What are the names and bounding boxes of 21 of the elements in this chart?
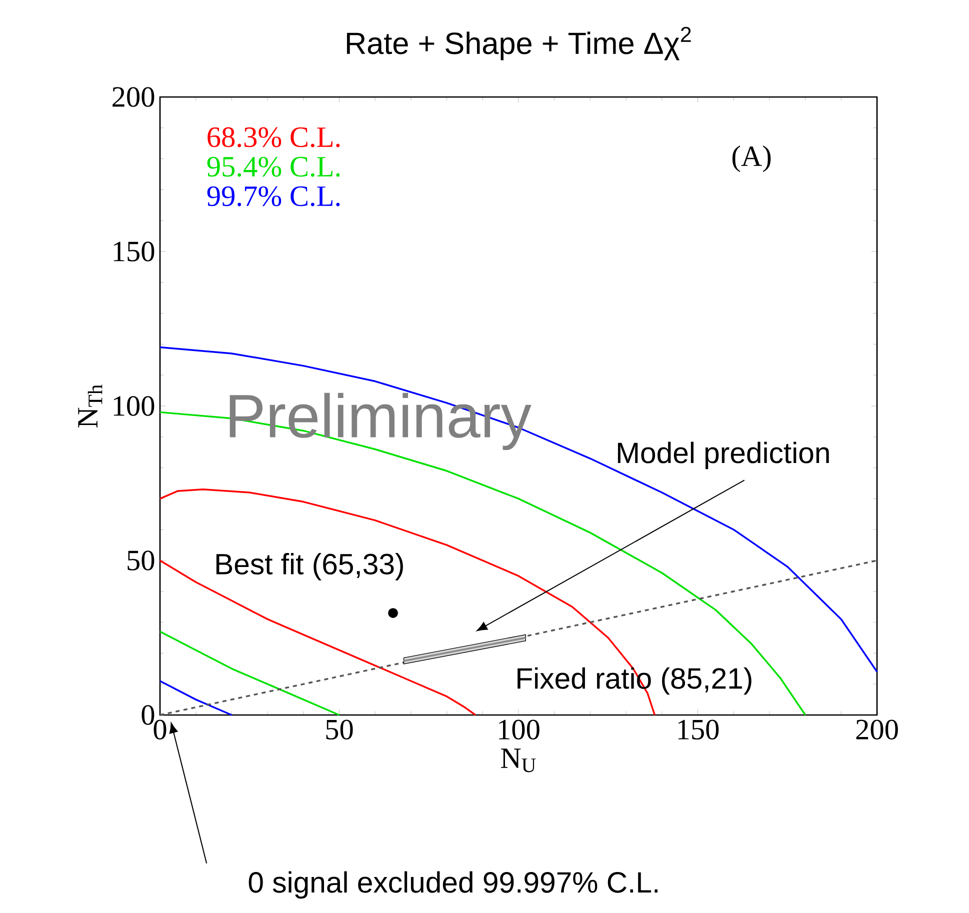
x-tick-label: 50	[326, 720, 353, 740]
y-tick-label: 150	[114, 242, 154, 262]
annotation: (A)	[732, 146, 771, 172]
chart-title: Rate + Shape + Time Δχ$^{2}$	[346, 26, 691, 60]
y-tick-label: 0	[142, 705, 154, 725]
y-tick-label: 200	[112, 87, 154, 107]
y-tick-label: 50	[128, 550, 154, 570]
x-tick-label: 150	[678, 720, 719, 740]
y-tick-label: 100	[114, 396, 154, 416]
text: 68.3% C.L.	[208, 127, 340, 148]
line-series	[159, 630, 340, 716]
annotation: Best fit (65,33)	[216, 553, 403, 580]
x-axis-title: N$_{U}$	[501, 748, 536, 772]
line-series	[159, 488, 656, 716]
annotation: Model prediction	[618, 442, 829, 470]
x-tick-label: 200	[856, 720, 898, 740]
x-tick-label: 100	[499, 720, 540, 740]
text: 99.7% C.L.	[207, 186, 340, 206]
text: 95.4% C.L.	[207, 156, 340, 177]
y-axis-title: N$_{Th}$	[78, 384, 102, 428]
text: 0 signal excluded 99.997% C.L.	[248, 871, 658, 899]
